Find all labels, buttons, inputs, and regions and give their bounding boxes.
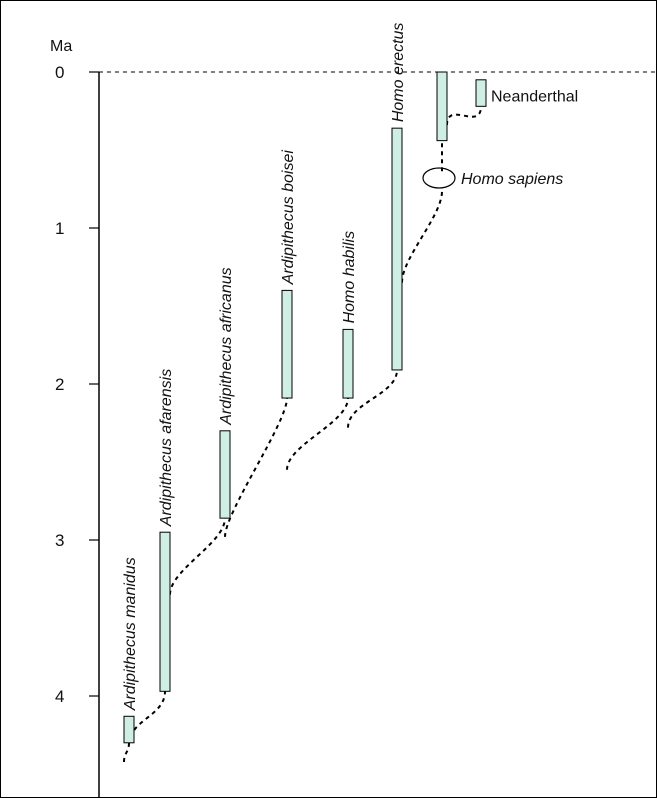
sapiens-origin-ellipse (422, 167, 456, 189)
tick-label-1: 1 (55, 219, 64, 238)
taxon-label-erectus: Homo erectus (390, 23, 407, 123)
taxon-label-africanus: Ardipithecus africanus (218, 267, 235, 425)
taxon-label-habilis: Homo habilis (341, 231, 358, 323)
sapiens-origin-label: Homo sapiens (461, 171, 563, 188)
lineage-base-manidus (123, 742, 130, 763)
lineage-erectus-sapiens (401, 191, 443, 283)
axis-ticks: 0 1 2 3 4 (55, 63, 99, 706)
range-bar-neanderthal (475, 79, 487, 107)
range-bar-afarensis (159, 531, 171, 692)
taxon-label-boisei: Ardipithecus boisei (280, 150, 297, 286)
range-bar-habilis (342, 328, 354, 399)
taxon-range-bars (123, 71, 487, 744)
sapiens-origin-marker: Homo sapiens (422, 167, 563, 189)
range-bar-africanus (219, 430, 231, 519)
lineage-boisei-habilis (286, 397, 349, 470)
lineage-africanus-boisei (224, 397, 288, 537)
taxon-label-manidus: Ardipithecus manidus (122, 557, 139, 711)
tick-label-2: 2 (55, 375, 64, 394)
lineage-habilis-erectus (347, 369, 398, 428)
taxon-labels: Ardipithecus manidus Ardipithecus afarens… (122, 23, 578, 712)
taxon-label-neanderthal: Neanderthal (491, 88, 578, 105)
lineage-afarensis-africanus (169, 518, 226, 595)
lineage-sapiens-neanderthal (446, 106, 482, 126)
lineage-manidus-afarensis (128, 691, 166, 745)
lineage-connectors (123, 106, 482, 763)
range-bar-manidus (123, 715, 135, 744)
range-bar-boisei (281, 289, 293, 399)
tick-label-3: 3 (55, 531, 64, 550)
range-bar-sapiens (436, 71, 448, 142)
tick-label-0: 0 (55, 63, 64, 82)
axis-unit-label: Ma (50, 38, 72, 55)
taxon-label-afarensis: Ardipithecus afarensis (158, 369, 175, 527)
tick-label-4: 4 (55, 687, 64, 706)
range-bar-erectus (391, 127, 403, 371)
